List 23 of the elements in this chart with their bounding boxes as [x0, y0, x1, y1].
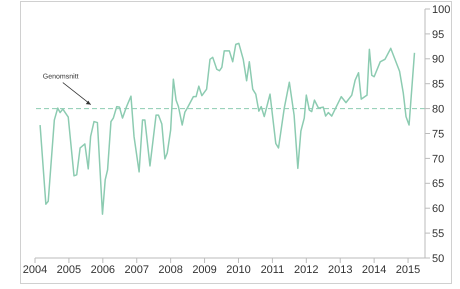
y-tick-label: 95 [432, 28, 444, 41]
x-tick-label: 2010 [226, 264, 251, 276]
y-tick-label: 75 [432, 128, 444, 140]
x-tick-label: 2005 [56, 264, 82, 276]
x-tick-label: 2014 [362, 264, 386, 276]
y-tick-label: 65 [432, 178, 444, 190]
y-tick-label: 60 [432, 203, 444, 216]
x-tick-label: 2007 [124, 264, 149, 276]
x-tick-label: 2013 [328, 264, 352, 276]
y-tick-label: 80 [432, 104, 444, 116]
y-tick-label: 55 [432, 228, 444, 240]
y-tick-label: 100 [432, 4, 450, 16]
y-tick-label: 85 [432, 78, 444, 91]
x-tick-label: 2008 [158, 264, 183, 276]
x-tick-label: 2015 [396, 264, 420, 276]
x-tick-label: 2009 [192, 264, 217, 276]
x-tick-label: 2006 [90, 264, 116, 276]
x-tick-label: 2012 [294, 264, 319, 276]
y-tick-label: 70 [432, 153, 444, 166]
y-tick-label: 50 [432, 252, 444, 265]
x-tick-label: 2004 [22, 264, 48, 276]
x-tick-label: 2011 [260, 264, 284, 276]
y-tick-label: 90 [432, 54, 444, 66]
